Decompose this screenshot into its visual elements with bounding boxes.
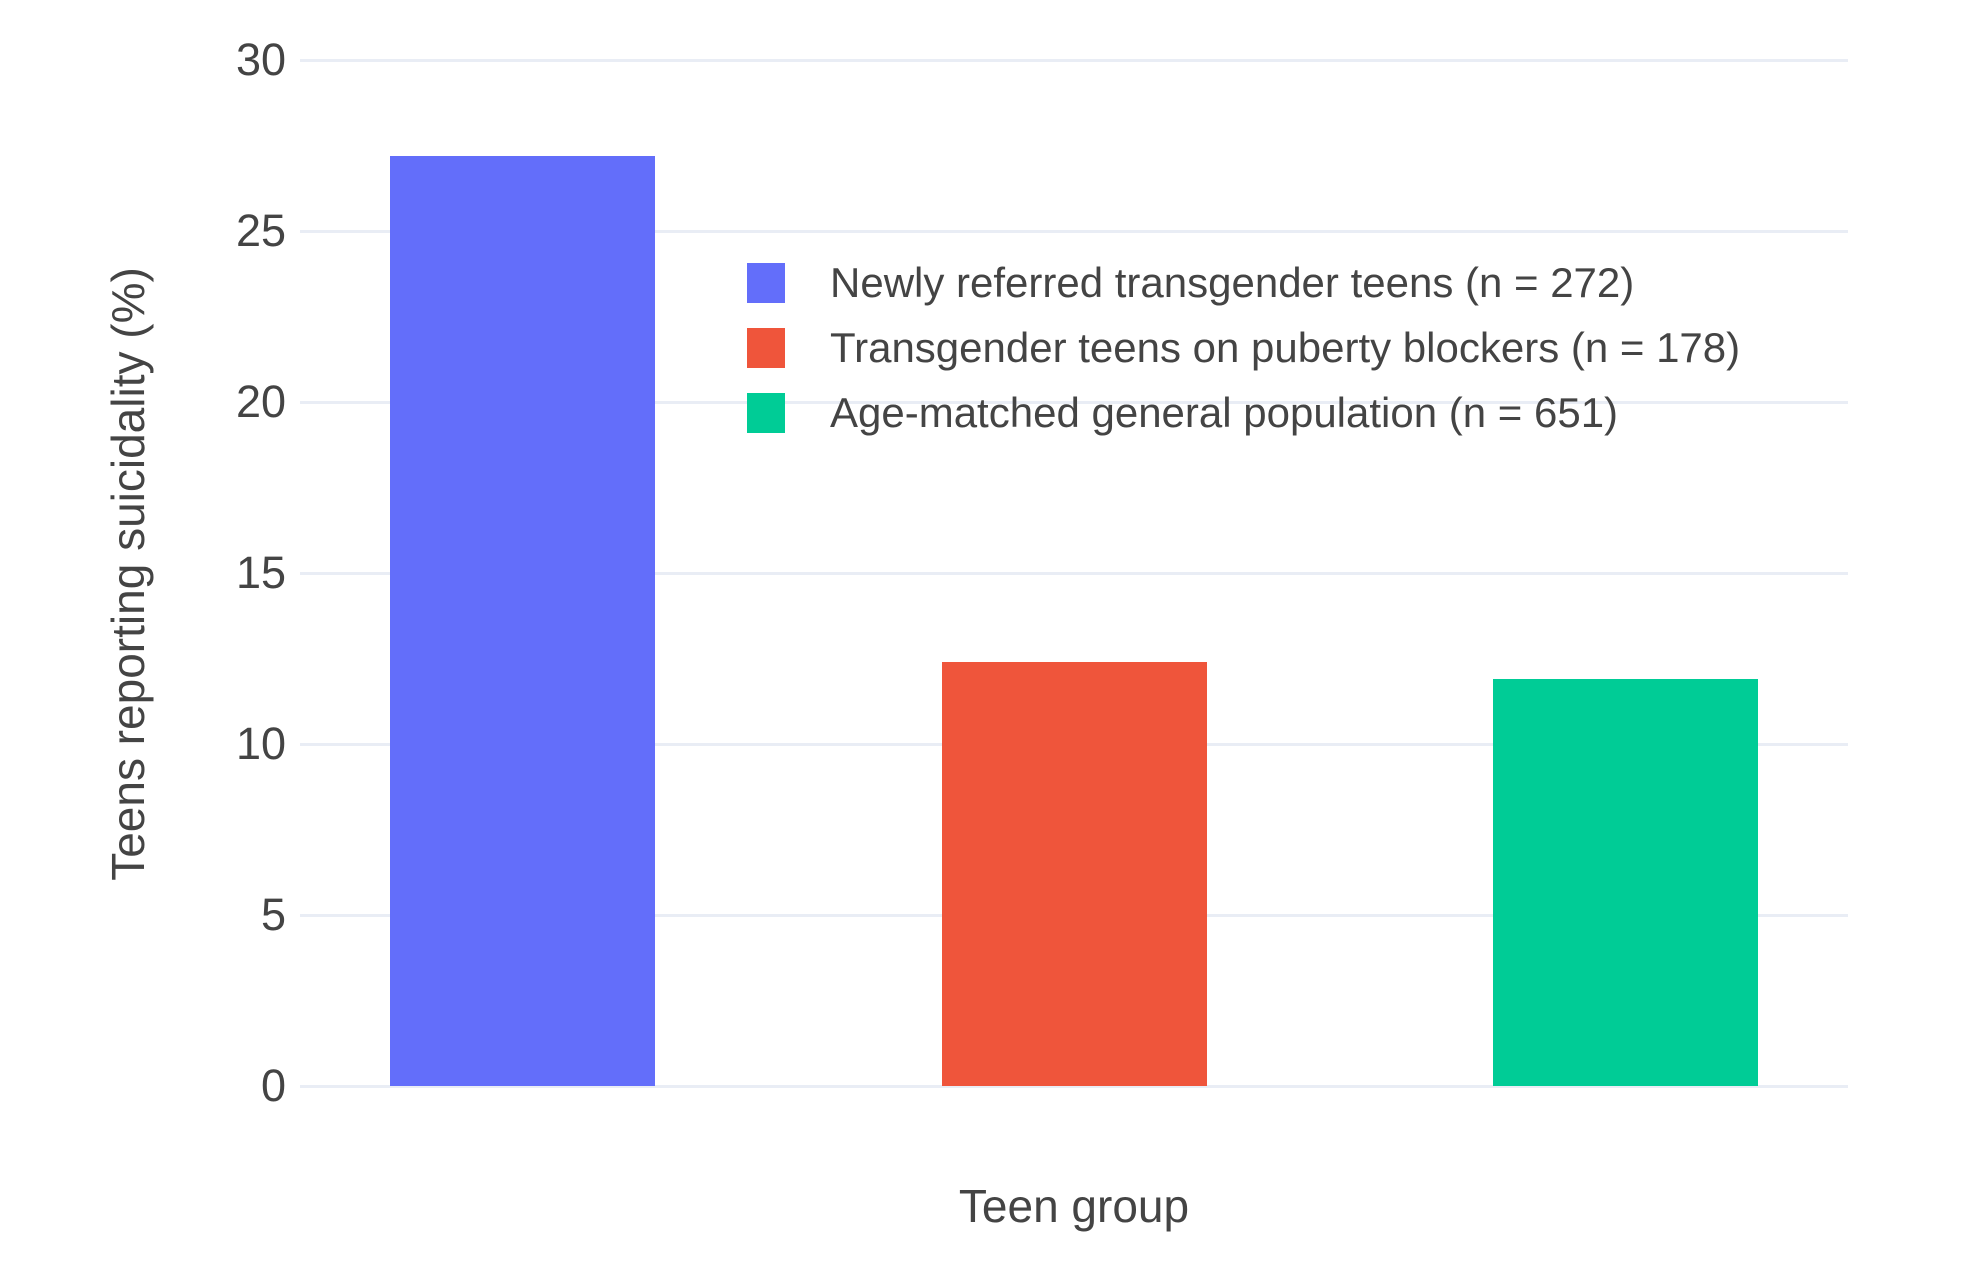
gridline-y-25 (300, 230, 1848, 233)
y-tick-label-20: 20 (235, 376, 286, 427)
gridline-y-15 (300, 572, 1848, 575)
bar-1 (389, 155, 655, 1086)
legend-label: Age-matched general population (n = 651) (830, 389, 1619, 436)
legend-label: Transgender teens on puberty blockers (n… (830, 324, 1741, 371)
y-tick-label-25: 25 (235, 205, 286, 256)
y-tick-label-10: 10 (235, 718, 286, 769)
legend-label: Newly referred transgender teens (n = 27… (830, 259, 1635, 306)
y-tick-label-15: 15 (235, 547, 286, 598)
gridline-y-20 (300, 401, 1848, 404)
y-tick-label-0: 0 (260, 1060, 286, 1111)
bar-3 (1492, 679, 1758, 1086)
legend-swatch-icon (747, 263, 785, 303)
gridline-y-0 (300, 1085, 1848, 1088)
y-tick-label-5: 5 (260, 889, 286, 940)
legend-swatch-icon (747, 328, 785, 368)
gridline-y-30 (300, 59, 1848, 62)
x-axis-title: Teen group (958, 1180, 1190, 1232)
y-tick-label-30: 30 (235, 34, 286, 85)
y-axis-title: Teens reporting suicidality (%) (102, 267, 154, 881)
bar-2 (941, 661, 1207, 1086)
legend-swatch-icon (747, 393, 785, 433)
